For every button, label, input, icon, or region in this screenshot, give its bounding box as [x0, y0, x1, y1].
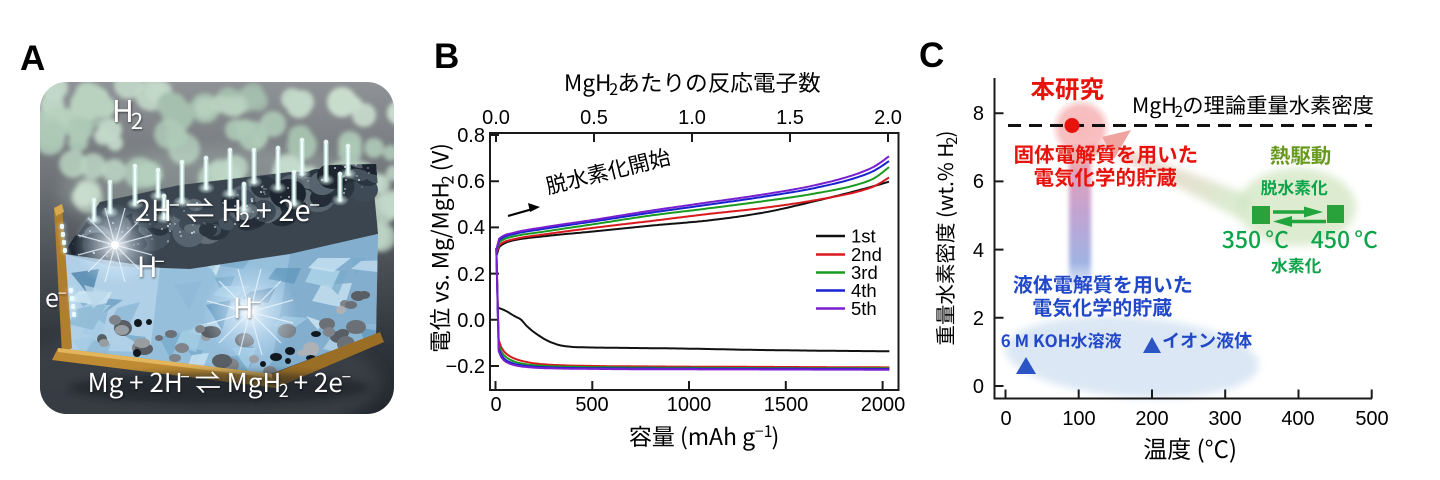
svg-text:300: 300 — [1208, 408, 1241, 430]
svg-text:100: 100 — [1062, 408, 1095, 430]
svg-text:500: 500 — [1355, 408, 1388, 430]
svg-text:4: 4 — [973, 240, 984, 262]
svg-text:0.0: 0.0 — [457, 310, 485, 332]
svg-text:0: 0 — [973, 376, 984, 398]
svg-text:3rd: 3rd — [851, 262, 878, 283]
svg-text:0.2: 0.2 — [457, 264, 485, 286]
svg-text:5th: 5th — [851, 298, 877, 319]
svg-text:2nd: 2nd — [851, 244, 882, 265]
svg-text:1.0: 1.0 — [678, 107, 706, 129]
svg-text:2000: 2000 — [861, 394, 906, 416]
svg-text:4th: 4th — [851, 280, 877, 301]
svg-text:1000: 1000 — [667, 394, 712, 416]
svg-text:0.6: 0.6 — [457, 171, 485, 193]
svg-text:C: C — [919, 36, 944, 75]
svg-text:A: A — [20, 39, 45, 78]
svg-text:0.5: 0.5 — [580, 107, 608, 129]
svg-text:0: 0 — [490, 394, 501, 416]
svg-text:2: 2 — [973, 308, 984, 330]
svg-text:0.8: 0.8 — [457, 125, 485, 147]
svg-text:0: 0 — [1000, 408, 1011, 430]
svg-text:200: 200 — [1135, 408, 1168, 430]
svg-text:0.4: 0.4 — [457, 217, 485, 239]
svg-text:B: B — [434, 37, 459, 76]
svg-text:6: 6 — [973, 171, 984, 193]
svg-text:−0.2: −0.2 — [446, 356, 485, 378]
svg-text:500: 500 — [575, 394, 608, 416]
svg-text:2.0: 2.0 — [874, 107, 902, 129]
svg-text:1500: 1500 — [764, 394, 809, 416]
svg-text:400: 400 — [1281, 408, 1314, 430]
svg-text:1.5: 1.5 — [776, 107, 804, 129]
svg-text:0.0: 0.0 — [482, 107, 510, 129]
svg-text:1st: 1st — [851, 226, 876, 247]
svg-text:8: 8 — [973, 103, 984, 125]
